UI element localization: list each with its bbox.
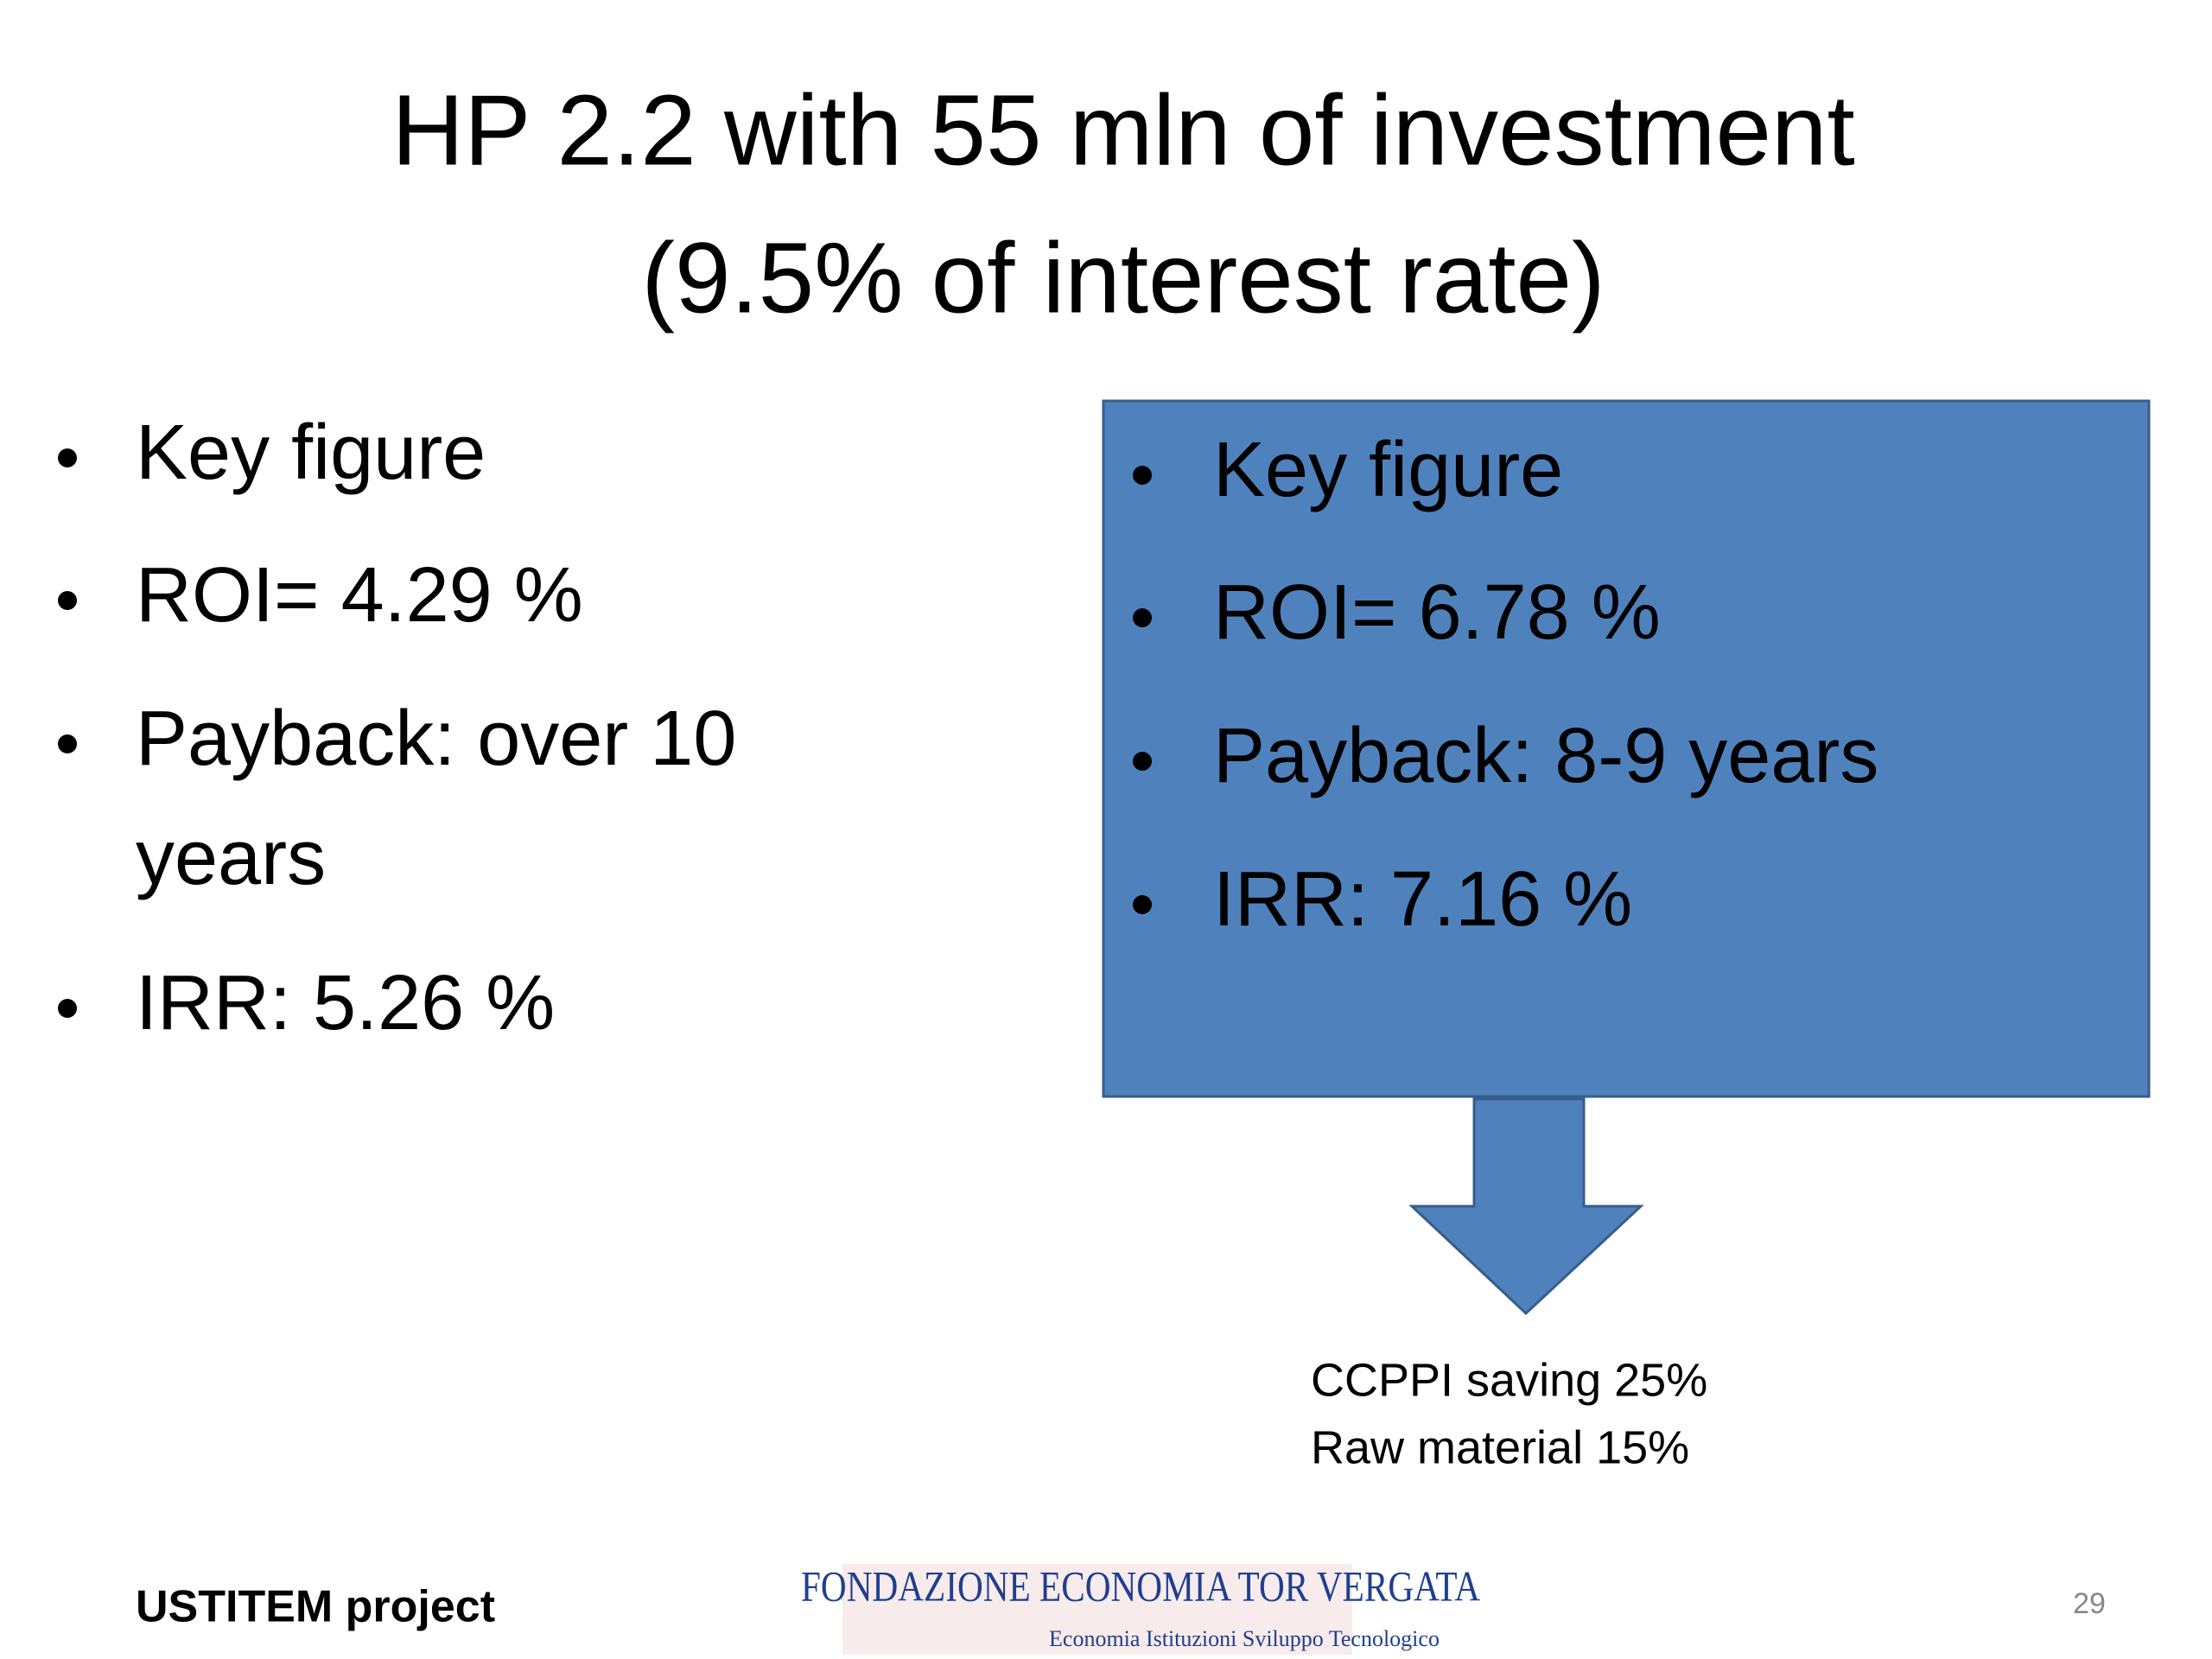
bullet: [58, 448, 77, 467]
list-item: Key figure: [136, 410, 486, 496]
bullet: [58, 999, 77, 1018]
project-name: USTITEM project: [136, 1582, 495, 1632]
title-line: HP 2.2 with 55 mln of investment: [391, 74, 1855, 187]
highlight-box: [1102, 399, 2151, 1098]
title-line: (9.5% of interest rate): [641, 222, 1605, 334]
bullet: [1133, 895, 1152, 914]
list-item: IRR: 7.16 %: [1213, 856, 1632, 943]
logo-title: FONDAZIONE ECONOMIA TOR VERGATA: [801, 1561, 1480, 1610]
bullet: [58, 734, 77, 753]
bullet: [58, 591, 77, 610]
list-item: Payback: 8-9 years: [1213, 713, 1878, 799]
logo: FONDAZIONE ECONOMIA TOR VERGATA Economia…: [801, 1561, 1480, 1655]
list-item: years: [136, 815, 326, 901]
bullet: [1133, 466, 1152, 485]
right-list: Key figure ROI= 6.78 % Payback: 8-9 year…: [1133, 427, 1878, 943]
logo-background: [842, 1564, 1352, 1655]
down-arrow: [1408, 1097, 1644, 1316]
list-item: Payback: over 10: [136, 696, 736, 782]
logo-subtitle: Economia Istituzioni Sviluppo Tecnologic…: [1049, 1626, 1440, 1651]
list-item: ROI= 6.78 %: [1213, 569, 1661, 656]
list-item: Key figure: [1213, 427, 1563, 513]
caption-line: CCPPI saving 25%: [1311, 1354, 1707, 1406]
bullet: [1133, 608, 1152, 627]
bullet: [1133, 752, 1152, 771]
caption-line: Raw material 15%: [1311, 1421, 1689, 1473]
page-number: 29: [2073, 1587, 2106, 1620]
left-list: Key figure ROI= 4.29 % Payback: over 10 …: [58, 410, 736, 1046]
list-item: IRR: 5.26 %: [136, 960, 555, 1046]
list-item: ROI= 4.29 %: [136, 552, 583, 639]
